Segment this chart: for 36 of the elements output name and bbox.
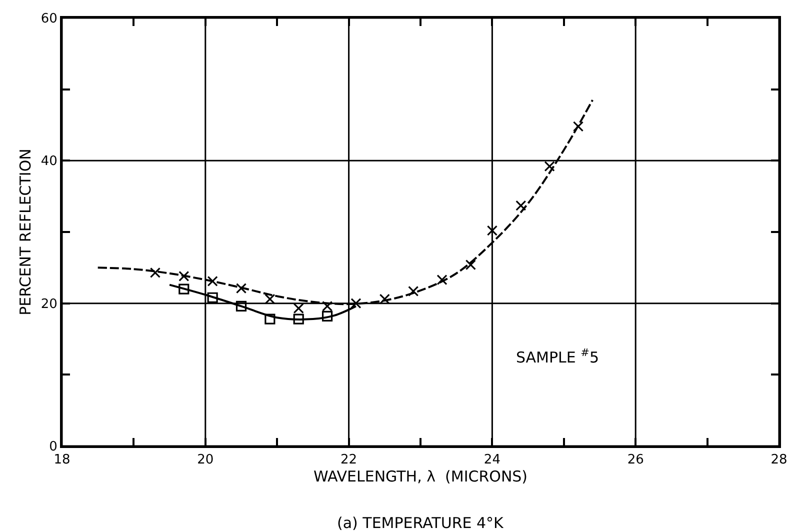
text: (a) TEMPERATURE 4°K: [337, 514, 505, 531]
annotation: SAMPLE $^{#}$5: [516, 347, 600, 366]
point: [150, 267, 161, 278]
x-tick-label: 28: [770, 452, 788, 468]
x-tick-label: 26: [627, 452, 644, 468]
point: [178, 284, 190, 294]
x-tick-label: 24: [484, 452, 500, 468]
point: [207, 276, 218, 287]
point: [408, 286, 419, 297]
point: [486, 225, 498, 236]
y-tick-label: 40: [40, 154, 58, 170]
point: [236, 283, 247, 294]
point: [293, 314, 304, 324]
point: [516, 200, 526, 211]
point: [465, 260, 476, 270]
y-tick-label: 0: [49, 440, 58, 455]
point: [322, 310, 333, 322]
point: [350, 298, 362, 309]
point: [264, 294, 276, 304]
point: [293, 303, 304, 314]
point: [264, 314, 276, 324]
point: [178, 270, 190, 282]
point: [322, 300, 333, 312]
y-tick-label: 60: [40, 12, 58, 27]
x-tick-label: 20: [197, 452, 214, 468]
point: [207, 292, 218, 303]
y-tick-label: 20: [40, 296, 58, 312]
x-tick-label: 22: [340, 452, 358, 468]
x-axis-title: WAVELENGTH, λ (MICRONS): [313, 468, 528, 486]
point: [236, 300, 247, 312]
point: [572, 121, 584, 132]
point: [379, 294, 390, 304]
point: [436, 274, 448, 286]
x-tick-label: 18: [54, 452, 70, 468]
point: [544, 161, 555, 172]
y-axis-title: PERCENT REFLECTION: [16, 148, 35, 316]
